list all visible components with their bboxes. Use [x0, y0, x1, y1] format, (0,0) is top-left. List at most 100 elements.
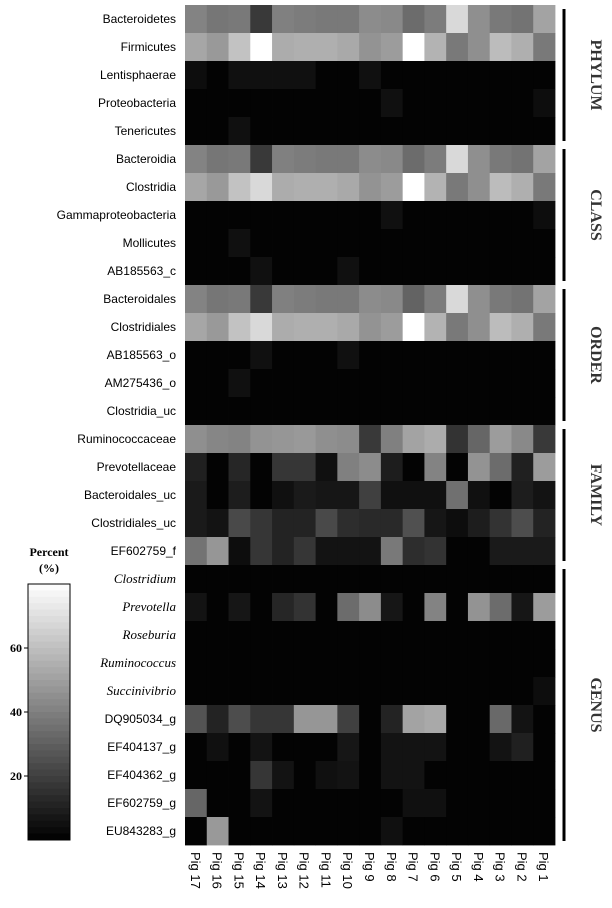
legend-band — [28, 802, 70, 809]
heat-cell — [337, 705, 359, 733]
heat-cell — [533, 257, 555, 285]
row-label: AB185563_o — [107, 348, 177, 362]
heat-cell — [403, 733, 425, 761]
heat-cell — [468, 61, 490, 89]
heat-cell — [424, 481, 446, 509]
heat-cell — [316, 481, 338, 509]
heat-cell — [207, 817, 229, 845]
heat-cell — [337, 285, 359, 313]
heat-cell — [359, 481, 381, 509]
heat-cell — [316, 453, 338, 481]
heat-cell — [359, 425, 381, 453]
heat-cell — [403, 229, 425, 257]
heat-cell — [490, 229, 512, 257]
row-label: Gammaproteobacteria — [57, 208, 177, 222]
heat-cell — [229, 89, 251, 117]
heat-cell — [533, 705, 555, 733]
column-label: Pig 7 — [406, 852, 421, 882]
legend-title: Percent — [29, 545, 68, 559]
heat-cell — [272, 593, 294, 621]
heat-cell — [250, 453, 272, 481]
heat-cell — [511, 5, 533, 33]
heat-cell — [424, 173, 446, 201]
heat-cell — [490, 649, 512, 677]
heat-cell — [250, 313, 272, 341]
heat-cell — [533, 817, 555, 845]
heat-cell — [511, 117, 533, 145]
heat-cell — [337, 621, 359, 649]
heat-cell — [446, 761, 468, 789]
heat-cell — [424, 5, 446, 33]
heat-cell — [381, 201, 403, 229]
heat-cell — [316, 145, 338, 173]
heat-cell — [381, 537, 403, 565]
heat-cell — [294, 33, 316, 61]
heat-cell — [424, 33, 446, 61]
heat-cell — [424, 425, 446, 453]
heat-cell — [468, 733, 490, 761]
heat-cell — [533, 61, 555, 89]
group-label: FAMILY — [587, 464, 604, 527]
heat-cell — [446, 5, 468, 33]
legend-tick-label: 60 — [10, 641, 22, 655]
heat-cell — [381, 565, 403, 593]
heat-cell — [250, 817, 272, 845]
heat-cell — [359, 565, 381, 593]
heat-cell — [381, 621, 403, 649]
heat-cell — [337, 509, 359, 537]
heat-cell — [250, 61, 272, 89]
heat-cell — [424, 313, 446, 341]
heat-cell — [207, 341, 229, 369]
heat-cell — [424, 201, 446, 229]
heat-cell — [337, 369, 359, 397]
heat-cell — [424, 593, 446, 621]
heat-cell — [207, 621, 229, 649]
heat-cell — [359, 89, 381, 117]
heat-cell — [272, 705, 294, 733]
row-label: Bacteroidales_uc — [84, 488, 176, 502]
heat-cell — [381, 341, 403, 369]
heat-cell — [533, 789, 555, 817]
legend-tick-label: 20 — [10, 769, 22, 783]
heat-cell — [272, 117, 294, 145]
row-label: Prevotellaceae — [97, 460, 177, 474]
heat-cell — [207, 369, 229, 397]
heat-cell — [185, 761, 207, 789]
heat-cell — [337, 453, 359, 481]
row-label: AB185563_c — [107, 264, 176, 278]
legend-band — [28, 635, 70, 642]
heat-cell — [424, 89, 446, 117]
heat-cell — [381, 117, 403, 145]
heat-cell — [424, 621, 446, 649]
heat-cell — [446, 33, 468, 61]
heat-cell — [446, 89, 468, 117]
heat-cell — [250, 285, 272, 313]
heat-cell — [294, 733, 316, 761]
heat-cell — [185, 173, 207, 201]
heat-cell — [250, 705, 272, 733]
heat-cell — [490, 537, 512, 565]
legend-band — [28, 776, 70, 783]
heat-cell — [424, 61, 446, 89]
heat-cell — [294, 257, 316, 285]
heat-cell — [294, 313, 316, 341]
row-label: Tenericutes — [115, 124, 176, 138]
heat-cell — [403, 705, 425, 733]
heat-cell — [229, 173, 251, 201]
row-label: EF404137_g — [107, 740, 176, 754]
column-label: Pig 2 — [514, 852, 529, 882]
heat-cell — [294, 677, 316, 705]
heatmap-cells — [185, 5, 555, 845]
row-label: EU843283_g — [106, 824, 176, 838]
heat-cell — [468, 621, 490, 649]
heat-cell — [229, 761, 251, 789]
row-label: AM275436_o — [105, 376, 177, 390]
heat-cell — [207, 649, 229, 677]
heat-cell — [337, 5, 359, 33]
heat-cell — [250, 537, 272, 565]
heat-cell — [533, 509, 555, 537]
heat-cell — [337, 537, 359, 565]
heat-cell — [424, 341, 446, 369]
column-label: Pig 16 — [210, 852, 225, 889]
heat-cell — [468, 89, 490, 117]
